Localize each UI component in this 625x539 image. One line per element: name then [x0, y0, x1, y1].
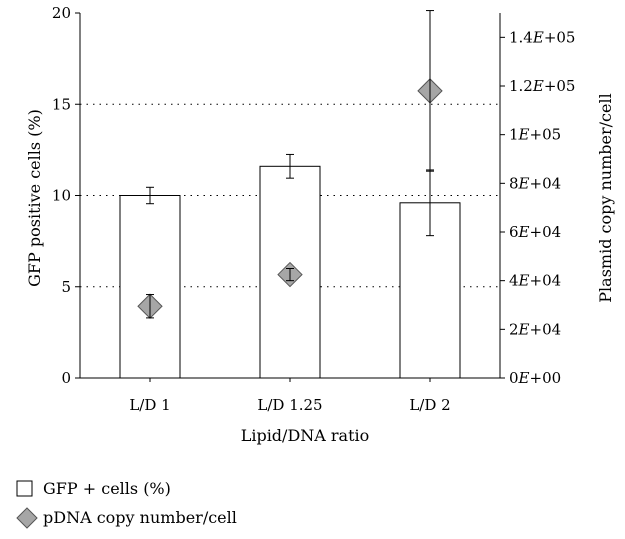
x-axis-label: Lipid/DNA ratio — [241, 426, 370, 445]
legend-diamond-swatch — [16, 507, 38, 529]
bar-0 — [119, 195, 181, 379]
y2-axis-label: Plasmid copy number/cell — [596, 93, 615, 302]
y2-tick-label-7: 1.4E+05 — [509, 28, 575, 46]
legend-item-gfp: GFP + cells (%) — [43, 479, 171, 498]
ticks-group: 0 5 10 15 20 0E+00 2E+04 4E+04 6E+04 8E+04 1E+05 1.… — [52, 4, 576, 414]
y2-tick-label-5: 1E+05 — [509, 126, 561, 144]
y2-tick-label-0: 0E+00 — [509, 369, 561, 387]
y2-tick-label-3: 6E+04 — [509, 223, 561, 241]
legend: GFP + cells (%) pDNA copy number/cell — [16, 479, 237, 529]
legend-bar-swatch — [16, 480, 33, 497]
x-tick-label-1: L/D 1.25 — [257, 396, 322, 414]
y2-tick-label-4: 8E+04 — [509, 174, 561, 192]
y2-tick-label-2: 4E+04 — [509, 272, 561, 290]
y2-tick-label-1: 2E+04 — [509, 320, 561, 338]
y-tick-label-4: 20 — [52, 4, 71, 22]
legend-item-pdna: pDNA copy number/cell — [43, 508, 237, 527]
y-tick-label-1: 5 — [61, 278, 71, 296]
x-tick-label-0: L/D 1 — [129, 396, 170, 414]
y-axis-label: GFP positive cells (%) — [25, 109, 44, 287]
x-tick-label-2: L/D 2 — [409, 396, 450, 414]
y2-tick-label-6: 1.2E+05 — [509, 77, 575, 95]
diamonds-group — [137, 10, 443, 319]
bars-group — [119, 153, 461, 379]
y-tick-label-0: 0 — [61, 369, 71, 387]
y-tick-label-2: 10 — [52, 187, 71, 205]
y-tick-label-3: 15 — [52, 95, 71, 113]
